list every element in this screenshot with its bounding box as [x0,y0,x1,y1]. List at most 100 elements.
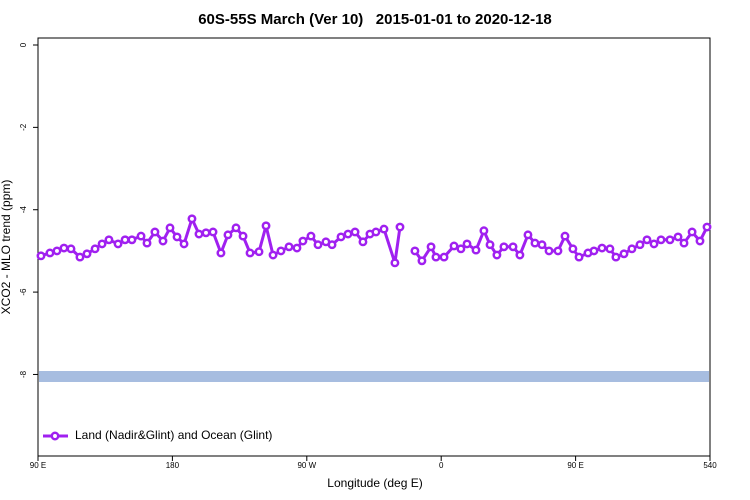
data-point [611,252,621,262]
data-point [327,240,337,250]
data-point [350,227,360,237]
data-point [499,242,509,252]
data-point [687,227,697,237]
data-point [306,231,316,241]
data-point [635,240,645,250]
data-point [261,221,271,231]
data-point [417,256,427,266]
data-point [627,244,637,254]
series-line [40,214,709,264]
data-point [52,246,62,256]
x-tick-label: 540 [703,461,717,470]
data-point [574,252,584,262]
data-point [673,232,683,242]
x-tick-label: 90 W [297,461,316,470]
data-point [231,223,241,233]
legend-marker [50,431,60,441]
data-point [194,229,204,239]
data-point [179,239,189,249]
data-point [208,227,218,237]
data-point [530,238,540,248]
data-point [379,224,389,234]
data-point [150,227,160,237]
data-point [619,249,629,259]
x-tick-label: 90 E [30,461,46,470]
data-point [45,248,55,258]
data-point [589,246,599,256]
data-point [245,248,255,258]
data-point [104,235,114,245]
data-point [284,242,294,252]
data-point [90,244,100,254]
data-point [395,222,405,232]
data-point [702,222,712,232]
data-point [371,227,381,237]
data-point [410,246,420,256]
data-point [390,258,400,268]
y-tick-label: -2 [19,123,28,131]
data-point [679,238,689,248]
data-point [187,214,197,224]
data-point [426,242,436,252]
data-point [127,235,137,245]
data-point [605,244,615,254]
data-point [142,238,152,248]
data-point [471,245,481,255]
data-point [59,243,69,253]
data-point [120,235,130,245]
data-point [172,232,182,242]
data-point [165,223,175,233]
data-point [456,244,466,254]
y-tick-label: -8 [19,370,28,378]
data-point [313,240,323,250]
data-point [485,240,495,250]
data-point [136,231,146,241]
data-point [462,239,472,249]
data-point [66,244,76,254]
data-point [479,226,489,236]
data-point [158,236,168,246]
data-point [665,235,675,245]
y-tick-label: -4 [19,206,28,214]
plot-frame [37,37,711,457]
data-point [254,247,264,257]
data-point [298,236,308,246]
data-point [568,244,578,254]
data-point [97,239,107,249]
data-point [268,250,278,260]
y-tick-label: 0 [19,42,28,47]
data-point [343,229,353,239]
x-axis-label: Longitude (deg E) [327,476,422,490]
y-tick-label: -6 [19,288,28,296]
data-point [431,252,441,262]
data-point [276,246,286,256]
data-point [560,231,570,241]
data-point [238,231,248,241]
x-tick-label: 180 [166,461,180,470]
data-point [597,243,607,253]
data-point [649,239,659,249]
legend-label: Land (Nadir&Glint) and Ocean (Glint) [75,428,272,442]
data-point [358,237,368,247]
x-tick-label: 90 E [567,461,583,470]
data-point [75,252,85,262]
data-point [523,230,533,240]
data-point [515,250,525,260]
data-point [656,235,666,245]
data-point [292,243,302,253]
data-point [201,228,211,238]
y-axis-label: XCO2 - MLO trend (ppm) [0,180,13,315]
data-point [113,239,123,249]
data-point [223,230,233,240]
chart-title: 60S-55S March (Ver 10) 2015-01-01 to 202… [198,11,552,28]
data-point [695,236,705,246]
data-point [544,246,554,256]
data-point [492,250,502,260]
data-point [642,235,652,245]
data-point [82,249,92,259]
x-tick-label: 0 [439,461,444,470]
data-point [553,246,563,256]
data-point [36,251,46,261]
data-point [216,248,226,258]
